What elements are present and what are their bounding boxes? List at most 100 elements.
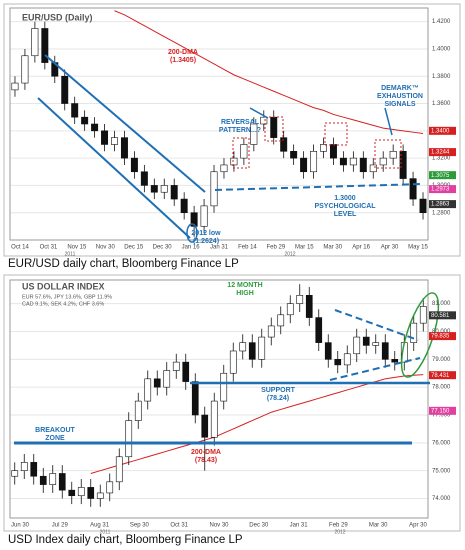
- candle-body: [150, 185, 158, 193]
- x-tick-label: Jan 31: [290, 523, 309, 529]
- candle-body: [101, 130, 109, 145]
- arrow: [384, 107, 393, 136]
- candle-body: [210, 400, 218, 438]
- signal-box: [232, 137, 250, 169]
- candle-body: [87, 487, 95, 499]
- candle-body: [310, 150, 318, 173]
- candle-body: [359, 157, 367, 173]
- candle-body: [270, 116, 278, 138]
- candle-body: [182, 361, 190, 382]
- candle-body: [329, 144, 337, 159]
- price-tag-label: 79.835: [431, 334, 450, 340]
- y-tick-label: 1.3800: [432, 74, 451, 80]
- annotation: DEMARK™: [381, 85, 419, 92]
- year-label: 2012: [334, 529, 345, 535]
- price-tag-label: 1.2863: [431, 202, 450, 208]
- y-tick-label: 75.000: [432, 468, 451, 474]
- price-tag-label: 1.3244: [431, 150, 450, 156]
- candle-body: [111, 137, 118, 145]
- candle-body: [39, 475, 47, 485]
- candle-body: [68, 489, 76, 497]
- y-tick-label: 1.3200: [432, 156, 451, 162]
- candle-body: [153, 378, 161, 388]
- candle-body: [419, 306, 427, 324]
- year-label: 2012: [284, 251, 295, 257]
- annotation: PATTERN...?: [219, 127, 261, 134]
- annotation: (78.43): [195, 457, 217, 464]
- candle-body: [61, 75, 69, 104]
- y-tick-label: 80.000: [432, 329, 451, 335]
- candle-body: [277, 314, 285, 327]
- chart-subtitle: EUR 57.6%, JPY 13.6%, GBP 11.9%: [22, 294, 112, 300]
- candle-body: [315, 317, 323, 343]
- y-tick-label: 76.000: [432, 440, 451, 446]
- price-tag: [429, 311, 456, 320]
- annotation: PSYCHOLOGICAL: [314, 203, 376, 210]
- candle-body: [81, 116, 89, 125]
- annotation: (78.24): [267, 395, 289, 402]
- annotation: 1.3000: [334, 195, 356, 202]
- candle-body: [41, 28, 49, 63]
- annotation: HIGH: [236, 290, 254, 297]
- candle-body: [419, 198, 427, 214]
- price-tag: [429, 171, 456, 180]
- price-tag: [429, 406, 456, 415]
- x-tick-label: Aug 31: [90, 523, 110, 529]
- arrow: [249, 107, 269, 119]
- trend-line: [329, 357, 421, 381]
- x-tick-label: Feb 14: [238, 245, 257, 251]
- price-tag: [429, 200, 456, 209]
- x-tick-label: Apr 30: [381, 245, 399, 251]
- candle-body: [372, 342, 380, 346]
- candle-body: [399, 150, 407, 179]
- candle-body: [21, 55, 29, 84]
- y-tick-label: 74.000: [432, 496, 451, 502]
- dma-line: [114, 10, 424, 135]
- x-tick-label: Feb 29: [329, 523, 348, 529]
- candle-body: [286, 303, 294, 316]
- x-tick-label: Oct 31: [170, 523, 188, 529]
- price-tag: [429, 126, 456, 135]
- y-tick-label: 1.4200: [432, 19, 451, 25]
- candle-body: [381, 342, 389, 360]
- candle-body: [339, 157, 347, 166]
- y-tick-label: 77.000: [432, 413, 451, 419]
- candle-body: [172, 361, 180, 371]
- x-tick-label: Nov 30: [96, 245, 116, 251]
- annotation: 200-DMA: [168, 49, 198, 56]
- candle-body: [248, 342, 256, 360]
- price-tag: [429, 148, 456, 157]
- annotation: LEVEL: [334, 211, 357, 218]
- candle-body: [58, 473, 66, 491]
- trend-line: [334, 309, 419, 341]
- annotation: (1.3405): [170, 57, 196, 64]
- x-tick-label: Jul 29: [52, 523, 69, 529]
- candle-body: [125, 420, 133, 458]
- price-tag: [429, 332, 456, 341]
- candle-body: [191, 381, 199, 416]
- plot-frame: [9, 279, 429, 519]
- x-tick-label: May 15: [408, 245, 428, 251]
- x-tick-label: Dec 30: [153, 245, 173, 251]
- candle-body: [300, 157, 308, 173]
- candle-body: [362, 336, 370, 346]
- candle-body: [220, 372, 228, 402]
- candle-body: [369, 164, 377, 173]
- candle-body: [305, 295, 313, 318]
- x-tick-label: Mar 30: [323, 245, 342, 251]
- support-line: [214, 183, 423, 191]
- channel-line: [37, 97, 191, 239]
- price-tag-label: 1.3400: [431, 128, 450, 134]
- candle-body: [115, 456, 123, 483]
- candle-body: [409, 178, 417, 200]
- caption: EUR/USD daily chart, Bloomberg Finance L…: [8, 258, 239, 270]
- chart-title: US DOLLAR INDEX: [22, 281, 105, 291]
- price-tag: [429, 371, 456, 380]
- y-tick-label: 1.4000: [432, 47, 451, 53]
- candle-body: [258, 336, 266, 360]
- candle-body: [250, 123, 258, 145]
- chart-title: EUR/USD (Daily): [22, 12, 93, 22]
- x-tick-label: Mar 30: [369, 523, 388, 529]
